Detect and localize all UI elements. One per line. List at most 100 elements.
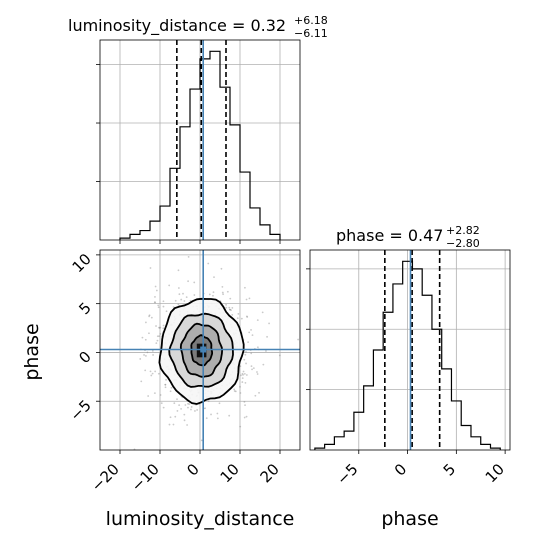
sample-point: [149, 267, 152, 269]
sample-point: [243, 372, 246, 375]
x-axis-label-phase: phase: [381, 508, 438, 530]
y-tick-label: 0: [75, 348, 94, 367]
sample-point: [151, 372, 154, 375]
sample-point: [256, 371, 258, 373]
sample-point: [153, 392, 156, 395]
sample-point: [256, 373, 259, 375]
sample-point: [256, 346, 259, 349]
sample-point: [278, 354, 281, 357]
luminosity-distance-title: luminosity_distance = 0.32: [68, 16, 286, 36]
sample-point: [254, 394, 257, 397]
sample-point: [216, 417, 219, 420]
sample-point: [220, 267, 223, 270]
sample-point: [154, 285, 157, 288]
x-tick-label: 20: [257, 460, 283, 486]
sample-point: [159, 326, 162, 329]
sample-point: [246, 315, 248, 318]
sample-point: [144, 338, 147, 341]
sample-point: [243, 400, 246, 403]
sample-point: [145, 355, 147, 357]
sample-point: [174, 415, 177, 418]
sample-point: [186, 424, 189, 426]
luminosity-distance-lower-error: −6.11: [294, 27, 328, 40]
sample-point: [233, 388, 236, 391]
sample-point: [245, 362, 247, 365]
sample-point: [243, 416, 246, 419]
sample-point: [154, 301, 156, 304]
y-axis-label-phase: phase: [21, 323, 43, 380]
sample-point: [158, 327, 161, 329]
sample-point: [141, 336, 144, 339]
sample-point: [250, 365, 253, 368]
sample-point: [248, 297, 251, 300]
sample-point: [169, 390, 172, 393]
sample-point: [164, 383, 167, 386]
phase-title: phase = 0.47: [336, 226, 443, 245]
sample-point: [158, 326, 160, 329]
sample-point: [157, 372, 160, 375]
sample-point: [139, 358, 142, 360]
sample-point: [183, 413, 186, 416]
sample-point: [182, 292, 184, 295]
sample-point: [205, 417, 208, 420]
sample-point: [162, 406, 165, 409]
sample-point: [157, 304, 160, 307]
sample-point: [169, 416, 172, 419]
sample-point: [188, 403, 191, 406]
sample-point: [228, 308, 231, 311]
x-tick-label: 0: [183, 460, 202, 479]
sample-point: [207, 262, 210, 265]
y-tick-label: −5: [66, 396, 94, 424]
sample-point: [162, 324, 165, 327]
sample-point: [159, 333, 162, 335]
phase-upper-error: +2.82: [446, 224, 480, 237]
sample-point: [168, 423, 171, 426]
sample-point: [144, 369, 147, 372]
sample-point: [177, 287, 180, 289]
sample-point: [251, 368, 253, 371]
sample-point: [187, 280, 189, 283]
sample-point: [176, 410, 179, 412]
sample-point: [158, 335, 161, 338]
sample-point: [242, 373, 244, 376]
sample-point: [152, 354, 154, 356]
sample-point: [187, 402, 189, 405]
sample-point: [207, 400, 210, 403]
histogram-step-line: [314, 260, 501, 450]
sample-point: [256, 319, 259, 322]
sample-point: [190, 408, 192, 411]
sample-point: [208, 293, 211, 296]
sample-point: [200, 439, 203, 442]
sample-point: [164, 383, 167, 386]
sample-point: [187, 406, 189, 409]
truth-marker: [200, 346, 207, 353]
x-tick-label: 10: [482, 460, 508, 486]
sample-point: [165, 310, 168, 313]
sample-point: [155, 289, 158, 292]
sample-point: [212, 291, 215, 294]
sample-point: [228, 414, 231, 417]
sample-point: [261, 311, 264, 314]
sample-point: [150, 374, 153, 377]
sample-point: [212, 294, 214, 297]
sample-point: [242, 370, 245, 373]
sample-point: [244, 381, 247, 384]
sample-point: [164, 386, 167, 389]
sample-point: [243, 358, 246, 361]
histogram-step-line: [119, 50, 281, 240]
sample-point: [168, 284, 171, 287]
sample-point: [229, 297, 232, 300]
sample-point: [226, 290, 229, 293]
sample-point: [239, 425, 242, 428]
sample-point: [162, 305, 165, 308]
x-tick-label: 5: [440, 460, 459, 479]
sample-point: [218, 402, 221, 405]
sample-point: [250, 352, 253, 355]
sample-point: [241, 372, 244, 375]
sample-point: [140, 380, 143, 383]
sample-point: [176, 398, 178, 401]
sample-point: [160, 402, 163, 405]
joint-posterior-panel: −20 −10 0 10 20 −5 0 5 10: [66, 249, 301, 495]
sample-point: [151, 349, 154, 352]
x-tick-label: −5: [333, 460, 361, 488]
